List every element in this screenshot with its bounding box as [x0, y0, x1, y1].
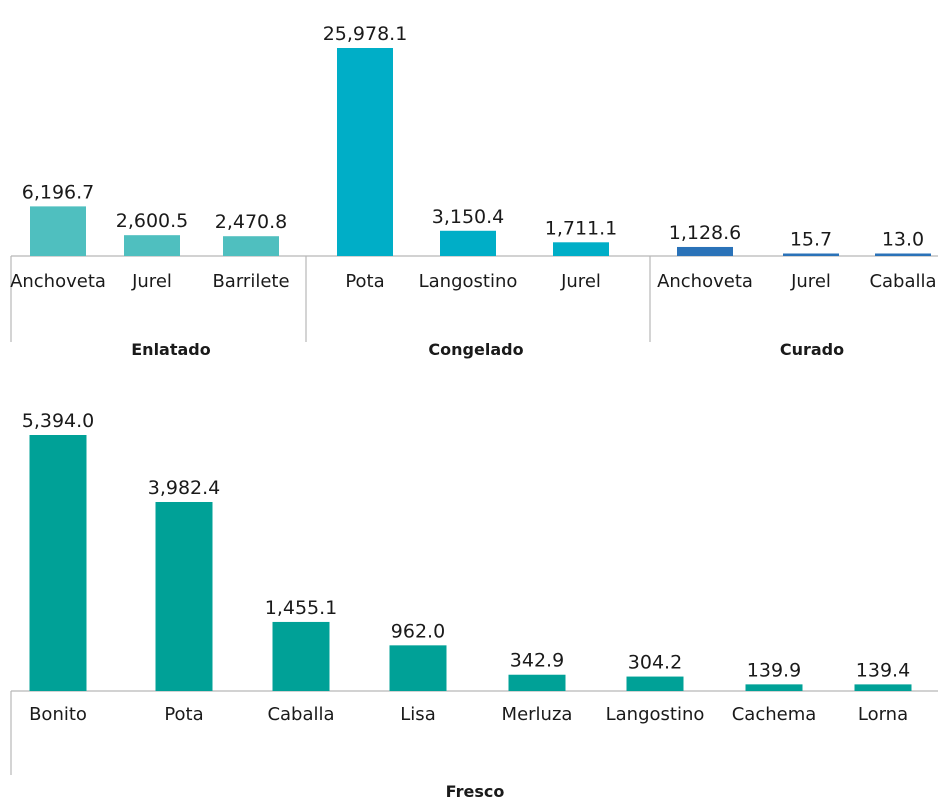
data-label: 304.2 [628, 652, 682, 674]
data-label: 3,982.4 [148, 477, 221, 499]
category-tick-label: Caballa [869, 271, 936, 292]
data-label: 962.0 [391, 620, 445, 642]
category-tick-label: Caballa [267, 704, 334, 725]
bar [124, 235, 180, 256]
category-tick-label: Pota [345, 271, 384, 292]
bar [155, 501, 213, 691]
data-label: 13.0 [882, 229, 924, 251]
category-tick-label: Anchoveta [10, 271, 106, 292]
bar [337, 48, 393, 256]
bar [553, 242, 609, 256]
bar [223, 236, 279, 256]
data-label: 6,196.7 [22, 181, 95, 203]
category-tick-label: Merluza [502, 704, 573, 725]
bar [745, 684, 803, 691]
group-label: Curado [780, 340, 844, 359]
category-tick-label: Bonito [29, 704, 87, 725]
bar [389, 645, 447, 691]
category-tick-label: Pota [164, 704, 203, 725]
bar [783, 253, 839, 256]
group-label: Congelado [428, 340, 523, 359]
data-label: 5,394.0 [22, 410, 95, 432]
data-label: 342.9 [510, 650, 564, 672]
data-label: 2,470.8 [215, 211, 288, 233]
category-tick-label: Langostino [606, 704, 705, 725]
bar [272, 621, 330, 691]
data-label: 139.4 [856, 659, 910, 681]
bar [875, 253, 931, 256]
bar [854, 684, 912, 691]
category-tick-label: Cachema [732, 704, 817, 725]
category-tick-label: Langostino [419, 271, 518, 292]
category-tick-label: Barrilete [212, 271, 289, 292]
bar [626, 676, 684, 691]
category-tick-label: Anchoveta [657, 271, 753, 292]
bar [30, 206, 86, 256]
group-label: Enlatado [131, 340, 211, 359]
data-label: 139.9 [747, 659, 801, 681]
bar [29, 435, 87, 691]
category-tick-label: Jurel [560, 271, 601, 292]
data-label: 1,711.1 [545, 217, 618, 239]
bar [677, 246, 733, 256]
data-label: 25,978.1 [323, 23, 408, 45]
group-label: Fresco [446, 782, 505, 800]
data-label: 1,128.6 [669, 222, 742, 244]
category-tick-label: Lorna [858, 704, 908, 725]
category-tick-label: Jurel [790, 271, 831, 292]
data-label: 1,455.1 [265, 597, 338, 619]
category-tick-label: Lisa [400, 704, 435, 725]
bar [508, 674, 566, 691]
data-label: 2,600.5 [116, 210, 189, 232]
data-label: 15.7 [790, 229, 832, 251]
category-tick-label: Jurel [131, 271, 172, 292]
bar [440, 230, 496, 256]
data-label: 3,150.4 [432, 206, 505, 228]
